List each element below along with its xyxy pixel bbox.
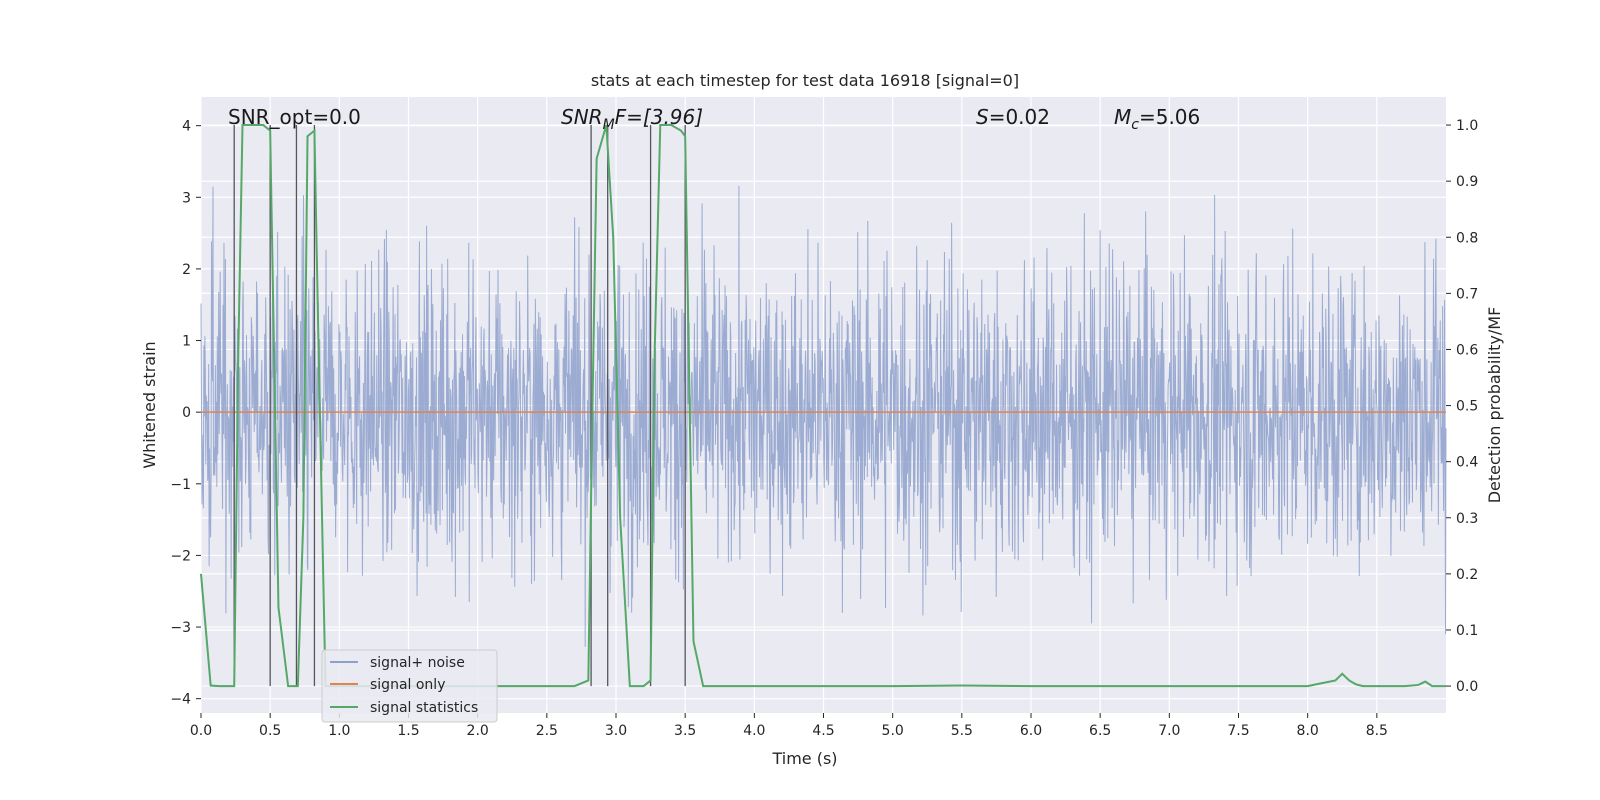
y-left-tick-label: 4 bbox=[182, 119, 191, 135]
y-left-tick-label: −2 bbox=[170, 548, 191, 564]
x-tick-label: 2.0 bbox=[467, 723, 489, 739]
y-right-tick-label: 0.4 bbox=[1456, 455, 1478, 471]
legend-label-signal-statistics: signal statistics bbox=[370, 700, 478, 716]
x-tick-label: 5.0 bbox=[882, 723, 904, 739]
chart-title: stats at each timestep for test data 169… bbox=[591, 71, 1019, 90]
x-tick-label: 0.0 bbox=[190, 723, 212, 739]
y-left-axis-label: Whitened strain bbox=[140, 341, 159, 468]
x-tick-label: 1.5 bbox=[397, 723, 419, 739]
y-right-tick-label: 0.0 bbox=[1456, 679, 1478, 695]
y-left-axis-ticks: 4 3 2 1 0 −1 −2 −3 −4 bbox=[170, 119, 201, 708]
statistics-line bbox=[200, 124, 1446, 688]
x-tick-label: 2.5 bbox=[536, 723, 558, 739]
x-tick-label: 8.0 bbox=[1297, 723, 1319, 739]
x-tick-label: 4.0 bbox=[743, 723, 765, 739]
annotation-snr-mf-symbol: SNR bbox=[561, 105, 603, 129]
y-right-tick-label: 0.8 bbox=[1456, 230, 1478, 246]
annotation-mc: Mc=5.06 bbox=[1114, 105, 1200, 133]
series-signal-noise bbox=[200, 185, 1447, 647]
x-tick-label: 3.5 bbox=[674, 723, 696, 739]
y-right-tick-label: 0.3 bbox=[1456, 511, 1478, 527]
strain-line bbox=[200, 185, 1447, 647]
legend: signal+ noise signal only signal statist… bbox=[321, 649, 498, 723]
vertical-markers bbox=[233, 125, 686, 687]
y-right-tick-label: 0.2 bbox=[1456, 567, 1478, 583]
annotation-s-symbol: S bbox=[976, 105, 989, 129]
legend-label-signal-noise: signal+ noise bbox=[370, 655, 465, 671]
legend-label-signal-only: signal only bbox=[370, 677, 445, 693]
legend-box bbox=[321, 649, 498, 723]
x-tick-label: 3.0 bbox=[605, 723, 627, 739]
x-tick-label: 4.5 bbox=[812, 723, 834, 739]
x-tick-label: 8.5 bbox=[1366, 723, 1388, 739]
x-axis-ticks: 0.0 0.5 1.0 1.5 2.0 2.5 3.0 3.5 4.0 4.5 5.0 5.5 6.0 6… bbox=[190, 713, 1388, 739]
x-tick-label: 7.0 bbox=[1158, 723, 1180, 739]
y-right-tick-label: 0.5 bbox=[1456, 399, 1478, 415]
x-tick-label: 1.0 bbox=[328, 723, 350, 739]
legend-item-signal-statistics: signal statistics bbox=[330, 700, 478, 716]
annotation-mc-value: =5.06 bbox=[1139, 105, 1200, 129]
annotation-mc-subscript: c bbox=[1131, 117, 1139, 133]
annotation-snr-mf-subscript: M bbox=[603, 117, 615, 133]
x-tick-label: 7.5 bbox=[1227, 723, 1249, 739]
x-tick-label: 6.0 bbox=[1020, 723, 1042, 739]
legend-item-signal-noise: signal+ noise bbox=[330, 655, 465, 671]
x-axis-label: Time (s) bbox=[771, 749, 837, 768]
y-right-tick-label: 1.0 bbox=[1456, 118, 1478, 134]
y-left-tick-label: 3 bbox=[182, 190, 191, 206]
annotation-snr-opt: SNR_opt=0.0 bbox=[228, 105, 361, 129]
y-right-tick-label: 0.6 bbox=[1456, 342, 1478, 358]
y-left-tick-label: 1 bbox=[182, 334, 191, 350]
legend-item-signal-only: signal only bbox=[330, 677, 445, 693]
annotation-s-value: =0.02 bbox=[989, 105, 1050, 129]
y-left-tick-label: 2 bbox=[182, 262, 191, 278]
x-tick-label: 5.5 bbox=[951, 723, 973, 739]
x-tick-label: 0.5 bbox=[259, 723, 281, 739]
y-left-tick-label: −3 bbox=[170, 620, 191, 636]
y-right-tick-label: 0.7 bbox=[1456, 286, 1478, 302]
annotations: SNR_opt=0.0 SNRMF=[3.96] S=0.02 Mc=5.06 bbox=[228, 105, 1200, 133]
y-right-axis-label: Detection probability/MF bbox=[1485, 307, 1504, 504]
annotation-mc-symbol: M bbox=[1114, 105, 1131, 129]
y-left-tick-label: −4 bbox=[170, 692, 191, 708]
y-right-tick-label: 0.1 bbox=[1456, 623, 1478, 639]
annotation-snr-mf-rest: F=[3.96] bbox=[615, 105, 703, 129]
x-tick-label: 6.5 bbox=[1089, 723, 1111, 739]
y-left-tick-label: −1 bbox=[170, 477, 191, 493]
y-right-axis-ticks: 1.0 0.9 0.8 0.7 0.6 0.5 0.4 0.3 0.2 0.1 0.0 bbox=[1446, 118, 1478, 695]
annotation-s: S=0.02 bbox=[976, 105, 1050, 129]
y-right-tick-label: 0.9 bbox=[1456, 174, 1478, 190]
annotation-snr-mf: SNRMF=[3.96] bbox=[561, 105, 703, 133]
y-left-tick-label: 0 bbox=[182, 405, 191, 421]
